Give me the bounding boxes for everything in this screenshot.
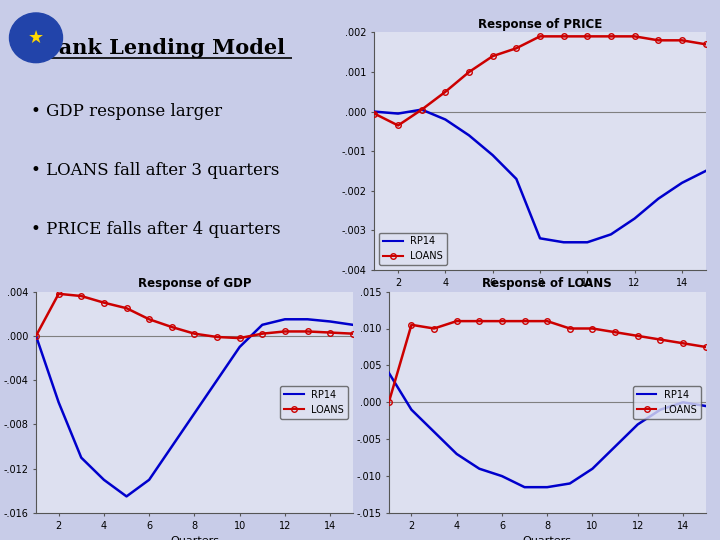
Title: Response of PRICE: Response of PRICE <box>478 18 602 31</box>
Circle shape <box>9 13 63 63</box>
Title: Response of LOANS: Response of LOANS <box>482 278 612 291</box>
Text: • GDP response larger: • GDP response larger <box>32 103 222 119</box>
X-axis label: Quarters: Quarters <box>170 536 219 540</box>
Title: Response of GDP: Response of GDP <box>138 278 251 291</box>
Text: • LOANS fall after 3 quarters: • LOANS fall after 3 quarters <box>32 162 279 179</box>
Legend: RP14, LOANS: RP14, LOANS <box>633 386 701 418</box>
X-axis label: Quarters: Quarters <box>523 536 572 540</box>
Legend: RP14, LOANS: RP14, LOANS <box>379 233 447 265</box>
Legend: RP14, LOANS: RP14, LOANS <box>280 386 348 418</box>
Text: Bank Lending Model: Bank Lending Model <box>42 38 286 58</box>
Text: • PRICE falls after 4 quarters: • PRICE falls after 4 quarters <box>32 221 281 238</box>
Text: ★: ★ <box>28 29 44 47</box>
